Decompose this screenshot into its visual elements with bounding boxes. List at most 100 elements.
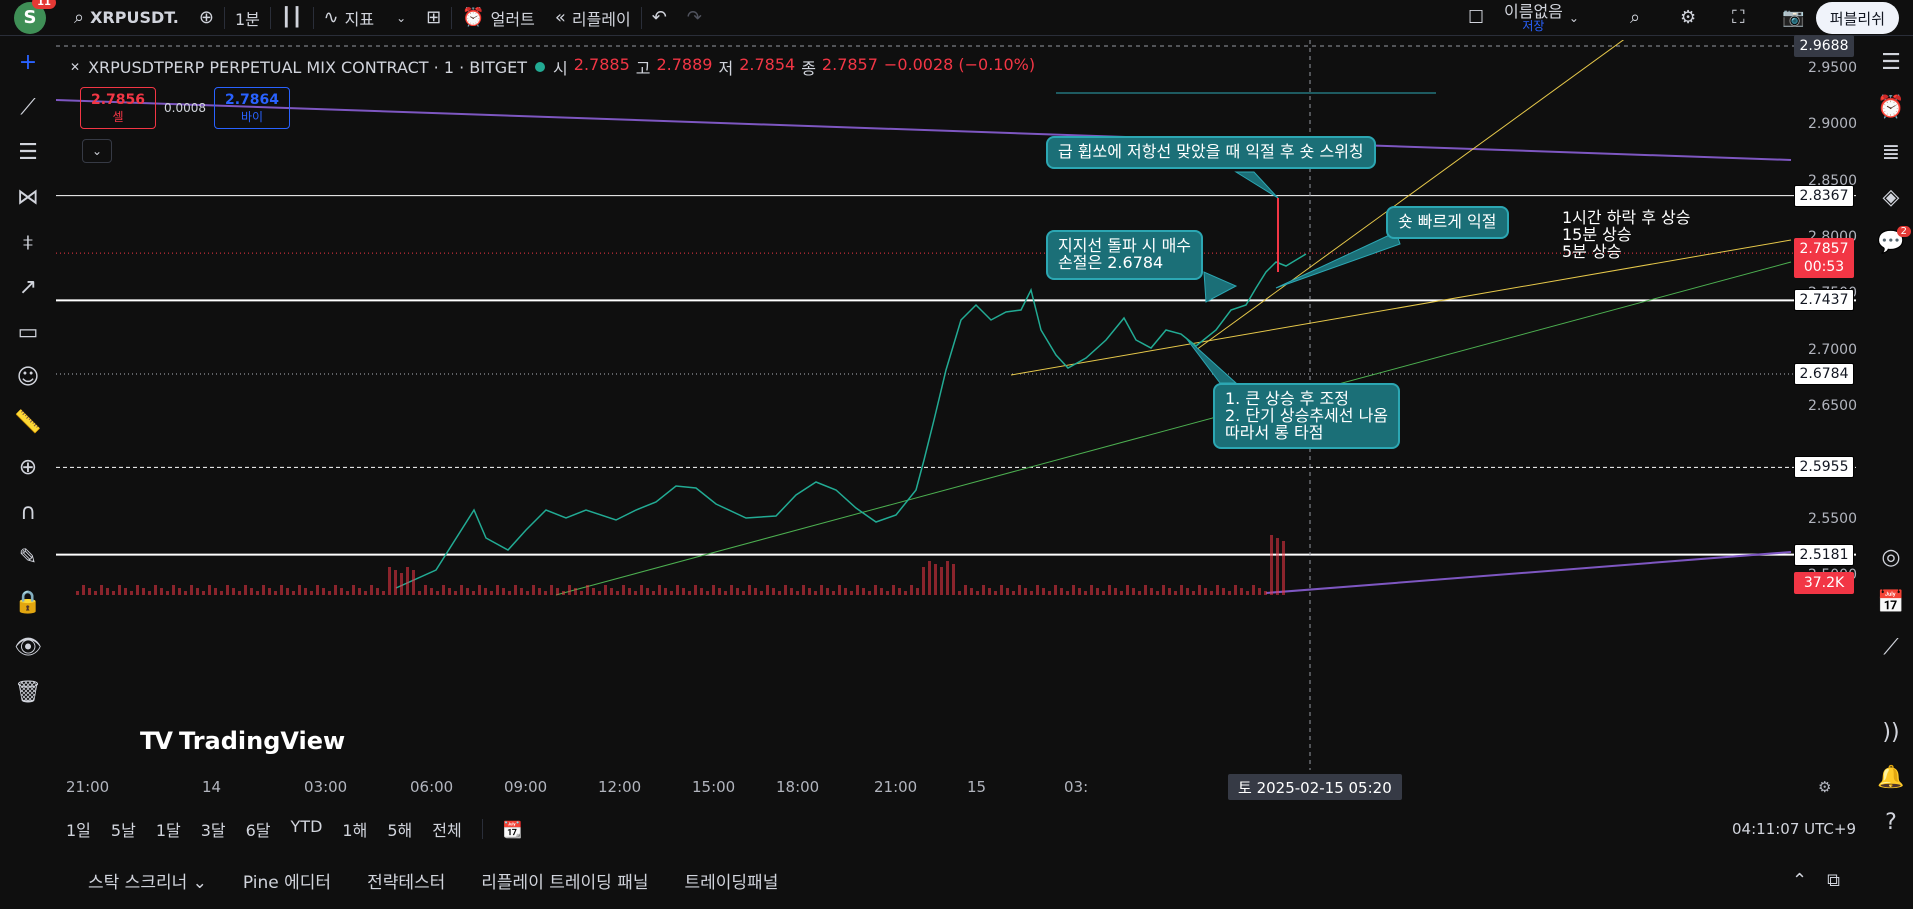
symbol-title[interactable]: XRPUSDTPERP PERPETUAL MIX CONTRACT · 1 ·… xyxy=(88,57,528,77)
volume-bar xyxy=(208,585,211,595)
buy-button[interactable]: 2.7864 바이 xyxy=(214,87,290,129)
pine-button[interactable]: ⟋ xyxy=(1869,625,1913,670)
fullscreen-button[interactable]: ⛶ xyxy=(1722,0,1755,36)
hotlist-button[interactable]: ◎ xyxy=(1869,535,1913,580)
screenshot-button[interactable]: 📷 xyxy=(1772,0,1814,36)
volume-bar xyxy=(706,591,709,595)
range-button[interactable]: 5해 xyxy=(387,821,413,840)
callout-long-entry[interactable]: 1. 큰 상승 후 조정 2. 단기 상승추세선 나옴 따라서 롱 타점 xyxy=(1213,383,1401,450)
hide-drawings-tool[interactable]: 👁 xyxy=(0,625,56,670)
callout-short-exit[interactable]: 숏 빠르게 익절 xyxy=(1386,206,1509,239)
clock[interactable]: 04:11:07 UTC+9 xyxy=(1732,820,1856,838)
help-button[interactable]: ? xyxy=(1869,800,1913,845)
volume-bar xyxy=(646,588,649,595)
publish-button[interactable]: 퍼블리쉬 xyxy=(1815,2,1899,34)
brush-tool[interactable]: ↗ xyxy=(0,265,56,310)
volume-bar xyxy=(424,585,427,595)
range-button[interactable]: 1달 xyxy=(155,821,181,840)
compare-symbol-button[interactable]: ⊕ xyxy=(189,0,224,36)
sell-button[interactable]: 2.7856 셀 xyxy=(80,87,156,129)
market-status-icon xyxy=(535,62,546,72)
layout-name-button[interactable]: 이름없음 저장 ⌄ xyxy=(1494,0,1589,36)
notifications-button[interactable]: 🔔 xyxy=(1869,755,1913,800)
range-button[interactable]: 6달 xyxy=(245,821,271,840)
object-tree-button[interactable]: ≣ xyxy=(1869,130,1913,175)
redo-button[interactable]: ↷ xyxy=(677,0,712,36)
layout-checkbox[interactable]: ☐ xyxy=(1458,0,1494,36)
close-icon[interactable]: ✕ xyxy=(70,60,81,74)
volume-bar xyxy=(1060,588,1063,595)
price-tick: 2.9500 xyxy=(1808,60,1857,76)
undo-button[interactable]: ↶ xyxy=(642,0,677,36)
range-button[interactable]: 1해 xyxy=(342,821,368,840)
magnet-tool[interactable]: ∩ xyxy=(0,490,56,535)
zoom-tool[interactable]: ⊕ xyxy=(0,445,56,490)
chart-type-button[interactable]: ┃┃ xyxy=(271,0,313,36)
timeframe-note[interactable]: 1시간 하락 후 상승 15분 상승 5분 상승 xyxy=(1562,208,1691,261)
settings-button[interactable]: ⚙ xyxy=(1670,0,1706,36)
alert-button[interactable]: ⏰ 얼러트 xyxy=(452,0,545,36)
alerts-panel-button[interactable]: ⏰ xyxy=(1869,85,1913,130)
range-button[interactable]: 1일 xyxy=(66,821,91,840)
indicators-button[interactable]: ∿ 지표 ⌄ xyxy=(314,0,417,36)
prediction-tool[interactable]: ⧧ xyxy=(0,220,56,265)
fib-tool[interactable]: ☰ xyxy=(0,130,56,175)
volume-bar xyxy=(202,591,205,595)
volume-bar xyxy=(982,585,985,595)
maximize-panel-icon[interactable]: ⧉ xyxy=(1827,869,1840,891)
bottom-tab[interactable]: 스탁 스크리너 ⌄ xyxy=(88,872,207,893)
goto-date-button[interactable]: 📆 xyxy=(493,820,533,839)
volume-bar xyxy=(598,591,601,595)
volume-bar xyxy=(286,588,289,595)
volume-bar xyxy=(868,591,871,595)
streams-button[interactable]: )) xyxy=(1869,710,1913,755)
replay-button[interactable]: « 리플레이 xyxy=(545,0,641,36)
callout-buy-support[interactable]: 지지선 돌파 시 매수 손절은 2.6784 xyxy=(1046,230,1204,280)
volume-bar xyxy=(772,588,775,595)
chat-button[interactable]: 💬 2 xyxy=(1869,220,1913,265)
legend-collapse-button[interactable]: ⌄ xyxy=(82,139,112,163)
time-axis[interactable]: 21:00 14 03:00 06:00 09:00 12:00 15:00 18:00 21:… xyxy=(56,772,1856,802)
chevron-up-icon[interactable]: ⌃ xyxy=(1792,869,1808,891)
bottom-tab[interactable]: 트레이딩패널 xyxy=(684,872,779,893)
trendline-tool[interactable]: ⟋ xyxy=(0,85,56,130)
volume-bar xyxy=(946,561,949,595)
range-button[interactable]: 전체 xyxy=(432,821,462,840)
chart-pane[interactable]: 2.95002.90002.85002.80002.75002.70002.65… xyxy=(56,35,1857,780)
lock-all-tool[interactable]: 🔒 xyxy=(0,580,56,625)
volume-bar xyxy=(784,585,787,595)
measure-tool[interactable]: 📏 xyxy=(0,400,56,445)
layers-button[interactable]: ◈ xyxy=(1869,175,1913,220)
volume-bar xyxy=(850,591,853,595)
axis-settings-icon[interactable]: ⚙ xyxy=(1818,778,1832,796)
watchlist-button[interactable]: ☰ xyxy=(1869,40,1913,85)
fullscreen-icon: ⛶ xyxy=(1732,7,1745,28)
interval-button[interactable]: 1분 xyxy=(234,9,260,29)
range-button[interactable]: 5날 xyxy=(110,821,136,840)
bottom-tab[interactable]: Pine 에디터 xyxy=(242,872,332,893)
bottom-tab[interactable]: 전략테스터 xyxy=(367,872,446,893)
text-tool[interactable]: ▭ xyxy=(0,310,56,355)
crosshair-tool[interactable]: + xyxy=(0,40,56,85)
range-button[interactable]: 3달 xyxy=(200,821,226,840)
symbol-search-button[interactable]: ⌕ XRPUSDT. xyxy=(64,0,189,36)
volume-bar xyxy=(352,585,355,595)
smiley-icon: ☺ xyxy=(16,365,40,390)
volume-bar xyxy=(1048,591,1051,595)
volume-bar xyxy=(880,588,883,595)
lock-drawing-tool[interactable]: ✎ xyxy=(0,535,56,580)
callout-take-profit[interactable]: 급 휩쏘에 저항선 맞았을 때 익절 후 숏 스위칭 xyxy=(1046,136,1376,169)
pattern-tool[interactable]: ⋈ xyxy=(0,175,56,220)
emoji-tool[interactable]: ☺ xyxy=(0,355,56,400)
grid-icon: ⊞ xyxy=(426,7,442,28)
remove-drawings-tool[interactable]: 🗑 xyxy=(0,670,56,715)
templates-button[interactable]: ⊞ xyxy=(416,0,451,36)
chevron-down-icon: ⌄ xyxy=(396,10,407,25)
user-avatar[interactable]: S 11 xyxy=(14,0,56,34)
quick-search-button[interactable]: ⌕ xyxy=(1620,0,1650,36)
volume-bar xyxy=(994,591,997,595)
calendar-button[interactable]: 📅 xyxy=(1869,580,1913,625)
volume-bar xyxy=(88,588,91,595)
bottom-tab[interactable]: 리플레이 트레이딩 패닐 xyxy=(481,872,649,893)
range-button[interactable]: YTD xyxy=(290,817,323,836)
